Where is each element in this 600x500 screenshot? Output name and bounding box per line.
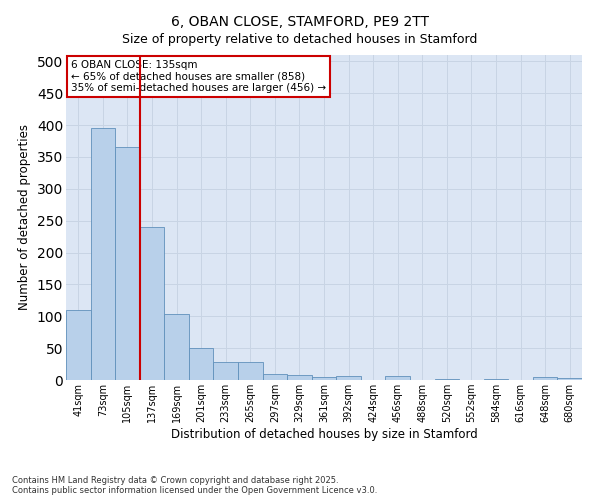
Text: 6, OBAN CLOSE, STAMFORD, PE9 2TT: 6, OBAN CLOSE, STAMFORD, PE9 2TT — [171, 15, 429, 29]
Bar — [214, 362, 238, 380]
Bar — [189, 348, 214, 380]
Bar — [263, 374, 287, 380]
Text: Size of property relative to detached houses in Stamford: Size of property relative to detached ho… — [122, 32, 478, 46]
X-axis label: Distribution of detached houses by size in Stamford: Distribution of detached houses by size … — [170, 428, 478, 441]
Bar — [385, 376, 410, 380]
Y-axis label: Number of detached properties: Number of detached properties — [18, 124, 31, 310]
Bar — [140, 227, 164, 380]
Bar — [336, 376, 361, 380]
Bar — [533, 377, 557, 380]
Bar — [557, 378, 582, 380]
Bar — [66, 310, 91, 380]
Text: Contains HM Land Registry data © Crown copyright and database right 2025.
Contai: Contains HM Land Registry data © Crown c… — [12, 476, 377, 495]
Bar — [164, 314, 189, 380]
Text: 6 OBAN CLOSE: 135sqm
← 65% of detached houses are smaller (858)
35% of semi-deta: 6 OBAN CLOSE: 135sqm ← 65% of detached h… — [71, 60, 326, 93]
Bar — [91, 128, 115, 380]
Bar — [238, 362, 263, 380]
Bar — [287, 375, 312, 380]
Bar — [312, 377, 336, 380]
Bar — [115, 148, 140, 380]
